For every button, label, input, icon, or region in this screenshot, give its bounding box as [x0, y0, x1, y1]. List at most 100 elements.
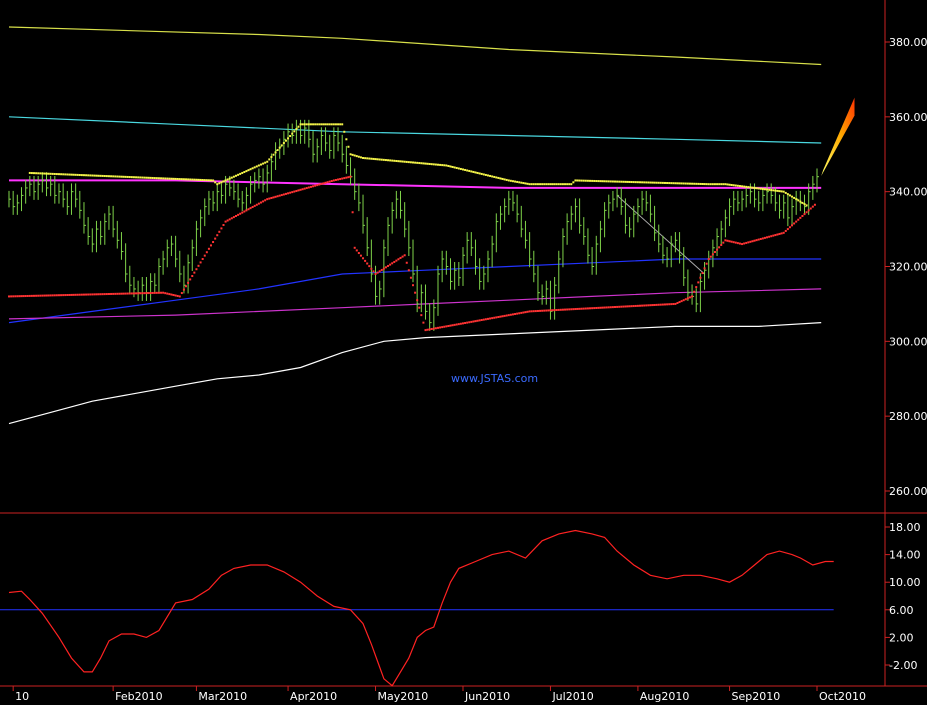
trailing-stop-upper-dot — [705, 183, 708, 186]
trailing-stop-upper-dot — [251, 167, 254, 170]
trailing-stop-upper-dot — [257, 164, 260, 167]
trailing-stop-upper-dot — [436, 163, 439, 166]
trailing-stop-lower-dot — [66, 294, 69, 297]
trailing-stop-upper-dot — [193, 178, 196, 181]
trailing-stop-lower-dot — [691, 295, 694, 298]
trailing-stop-upper-dot — [395, 159, 398, 162]
trailing-stop-lower-dot — [168, 293, 171, 296]
trailing-stop-lower-dot — [426, 328, 429, 331]
trailing-stop-upper-dot — [176, 177, 179, 180]
trailing-stop-lower-dot — [176, 294, 179, 297]
trailing-stop-upper-dot — [532, 183, 535, 186]
trailing-stop-lower-dot — [30, 294, 33, 297]
trailing-stop-lower-dot — [130, 292, 133, 295]
trailing-stop-lower-dot — [464, 321, 467, 324]
indicator-y-tick-label: -2.00 — [889, 659, 917, 672]
trailing-stop-lower-dot — [468, 321, 471, 324]
trailing-stop-lower-dot — [672, 303, 675, 306]
trailing-stop-lower-dot — [366, 262, 369, 265]
trailing-stop-lower-dot — [470, 320, 473, 323]
trailing-stop-lower-dot — [193, 271, 196, 274]
trailing-stop-upper-dot — [505, 178, 508, 181]
trailing-stop-upper-dot — [372, 157, 375, 160]
trailing-stop-upper-dot — [630, 181, 633, 184]
trailing-stop-lower-dot — [603, 306, 606, 309]
trailing-stop-upper-dot — [647, 181, 650, 184]
trailing-stop-lower-dot — [160, 291, 163, 294]
trailing-stop-lower-dot — [76, 293, 79, 296]
trailing-stop-upper-dot — [316, 123, 319, 126]
trailing-stop-upper-dot — [237, 173, 240, 176]
trailing-stop-lower-dot — [749, 240, 752, 243]
trailing-stop-upper-dot — [549, 183, 552, 186]
trailing-stop-upper-dot — [591, 179, 594, 182]
price-y-tick-label: 300.00 — [889, 335, 927, 348]
trailing-stop-lower-dot — [305, 187, 308, 190]
trailing-stop-upper-dot — [45, 172, 48, 175]
trailing-stop-lower-dot — [532, 310, 535, 313]
trailing-stop-upper-dot — [422, 162, 425, 165]
trailing-stop-upper-dot — [701, 183, 704, 186]
trailing-stop-lower-dot — [441, 326, 444, 329]
trailing-stop-upper-dot — [47, 172, 50, 175]
trailing-stop-upper-dot — [378, 158, 381, 161]
trailing-stop-lower-dot — [312, 185, 315, 188]
trailing-stop-lower-dot — [101, 293, 104, 296]
trailing-stop-upper-dot — [586, 179, 589, 182]
trailing-stop-lower-dot — [237, 213, 240, 216]
trailing-stop-lower-dot — [226, 219, 229, 222]
trailing-stop-upper-dot — [609, 180, 612, 183]
trailing-stop-lower-dot — [557, 308, 560, 311]
trailing-stop-upper-dot — [95, 174, 98, 177]
trailing-stop-upper-dot — [153, 177, 156, 180]
trailing-stop-upper-dot — [43, 172, 46, 175]
trailing-stop-upper-dot — [397, 160, 400, 163]
trailing-stop-upper-dot — [274, 151, 277, 154]
indicator-line — [8, 529, 834, 687]
trailing-stop-upper-dot — [561, 183, 564, 186]
trailing-stop-upper-dot — [793, 196, 796, 199]
moving-average-lines — [8, 26, 822, 425]
trailing-stop-lower-dot — [416, 299, 419, 302]
trailing-stop-upper-dot — [303, 123, 306, 126]
trailing-stop-lower-dot — [476, 319, 479, 322]
watermark-text: www.JSTAS.com — [451, 372, 538, 385]
trailing-stop-upper-dot — [661, 181, 664, 184]
trailing-stop-lower-dot — [199, 261, 202, 264]
trailing-stop-lower-dot — [520, 311, 523, 314]
trailing-stop-lower-dot — [12, 295, 15, 298]
trailing-stop-lower-dot — [318, 183, 321, 186]
trailing-stop-lower-dot — [139, 292, 142, 295]
trailing-stop-upper-dot — [359, 156, 362, 159]
trailing-stop-lower-dot — [151, 291, 154, 294]
trailing-stop-lower-dot — [132, 292, 135, 295]
moving-average-line — [9, 179, 822, 189]
trailing-stop-lower-dot — [657, 303, 660, 306]
trailing-stop-upper-dot — [486, 174, 489, 177]
indicator-y-ticks: 18.00 14.00 10.00 6.00 2.00 -2.00 — [885, 521, 921, 672]
trailing-stop-upper-dot — [755, 187, 758, 190]
trailing-stop-upper-dot — [761, 187, 764, 190]
trailing-stop-lower-dot — [320, 182, 323, 185]
trailing-stop-upper-dot — [578, 179, 581, 182]
trailing-stop-lower-dot — [543, 309, 546, 312]
trailing-stop-upper-dot — [795, 198, 798, 201]
trailing-stop-lower-dot — [14, 295, 17, 298]
trailing-stop-lower-dot — [497, 316, 500, 319]
trailing-stop-lower-dot — [57, 294, 60, 297]
trailing-stop-upper-dot — [801, 201, 804, 204]
trailing-stop-upper-dot — [443, 164, 446, 167]
trailing-stop-lower-dot — [493, 316, 496, 319]
trailing-stop-lower-dot — [514, 313, 517, 316]
trailing-stop-lower-dot — [741, 243, 744, 246]
trailing-stop-lower-dot — [220, 227, 223, 230]
trailing-stop-lower-dot — [266, 198, 269, 201]
trailing-stop-upper-dot — [324, 123, 327, 126]
trailing-stop-upper-dot — [376, 158, 379, 161]
trailing-stop-upper-dot — [724, 183, 727, 186]
trailing-stop-upper-dot — [278, 146, 281, 149]
trailing-stop-lower-dot — [455, 323, 458, 326]
x-tick-label: 10 — [15, 690, 29, 703]
x-tick-label: Feb2010 — [115, 690, 162, 703]
trailing-stop-lower-dot — [782, 231, 785, 234]
